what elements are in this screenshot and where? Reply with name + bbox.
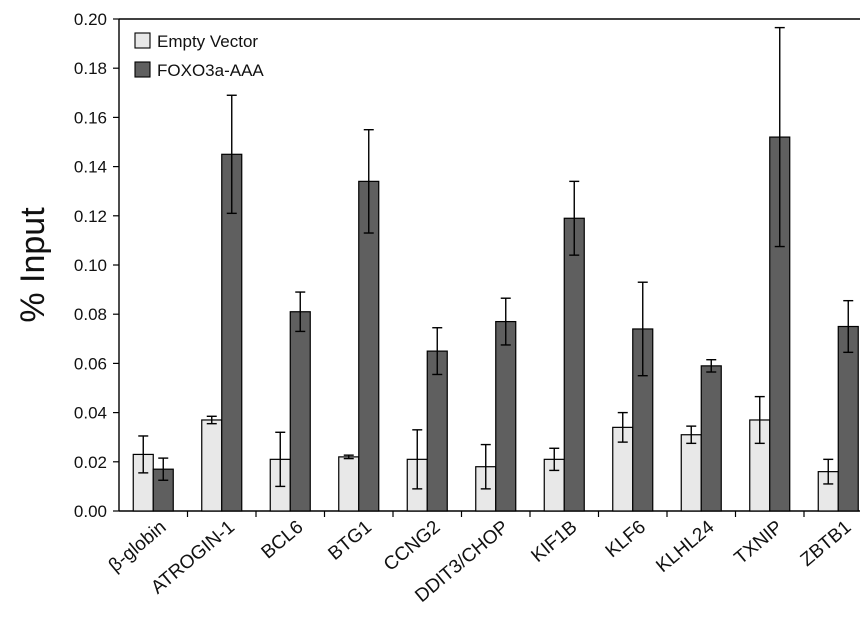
- legend-swatch-empty-vector: [134, 32, 151, 49]
- category-label: CCNG2: [380, 517, 444, 576]
- bar-foxo3a-aaa: [837, 325, 859, 512]
- y-axis-title: % Input: [14, 207, 52, 323]
- category-label: TXNIP: [731, 517, 787, 569]
- bar-foxo3a-aaa: [289, 311, 311, 512]
- bar-foxo3a-aaa: [563, 217, 585, 512]
- y-tick-label: 0.02: [74, 453, 107, 472]
- legend: Empty Vector FOXO3a-AAA: [134, 32, 264, 80]
- bar-foxo3a-aaa: [495, 320, 517, 512]
- category-label: KIF1B: [528, 517, 582, 567]
- category-label: BTG1: [324, 517, 376, 565]
- y-tick-label: 0.20: [74, 10, 107, 29]
- bar-empty-vector: [338, 456, 360, 512]
- y-tick-label: 0.16: [74, 108, 107, 127]
- bar-empty-vector: [201, 419, 223, 512]
- bar-foxo3a-aaa: [700, 365, 722, 512]
- category-label: BCL6: [258, 517, 308, 564]
- category-label: KLF6: [602, 517, 650, 562]
- y-tick-label: 0.10: [74, 256, 107, 275]
- y-tick-label: 0.12: [74, 207, 107, 226]
- category-label: KLHL24: [652, 516, 718, 577]
- y-tick-label: 0.18: [74, 59, 107, 78]
- plot-area: 0.00 0.02 0.04 0.06 0.08 0.10 0.12 0.14 0.16 0.18…: [14, 10, 860, 607]
- legend-swatch-foxo3a-aaa: [134, 61, 151, 78]
- legend-label: FOXO3a-AAA: [157, 61, 264, 80]
- y-tick-label: 0.08: [74, 305, 107, 324]
- legend-label: Empty Vector: [157, 32, 258, 51]
- y-tick-label: 0.14: [74, 158, 107, 177]
- y-tick-label: 0.04: [74, 404, 107, 423]
- category-label: ZBTB1: [797, 517, 856, 571]
- y-tick-label: 0.06: [74, 354, 107, 373]
- bar-empty-vector: [680, 434, 702, 512]
- category-label: β-globin: [105, 517, 171, 577]
- y-tick-label: 0.00: [74, 502, 107, 521]
